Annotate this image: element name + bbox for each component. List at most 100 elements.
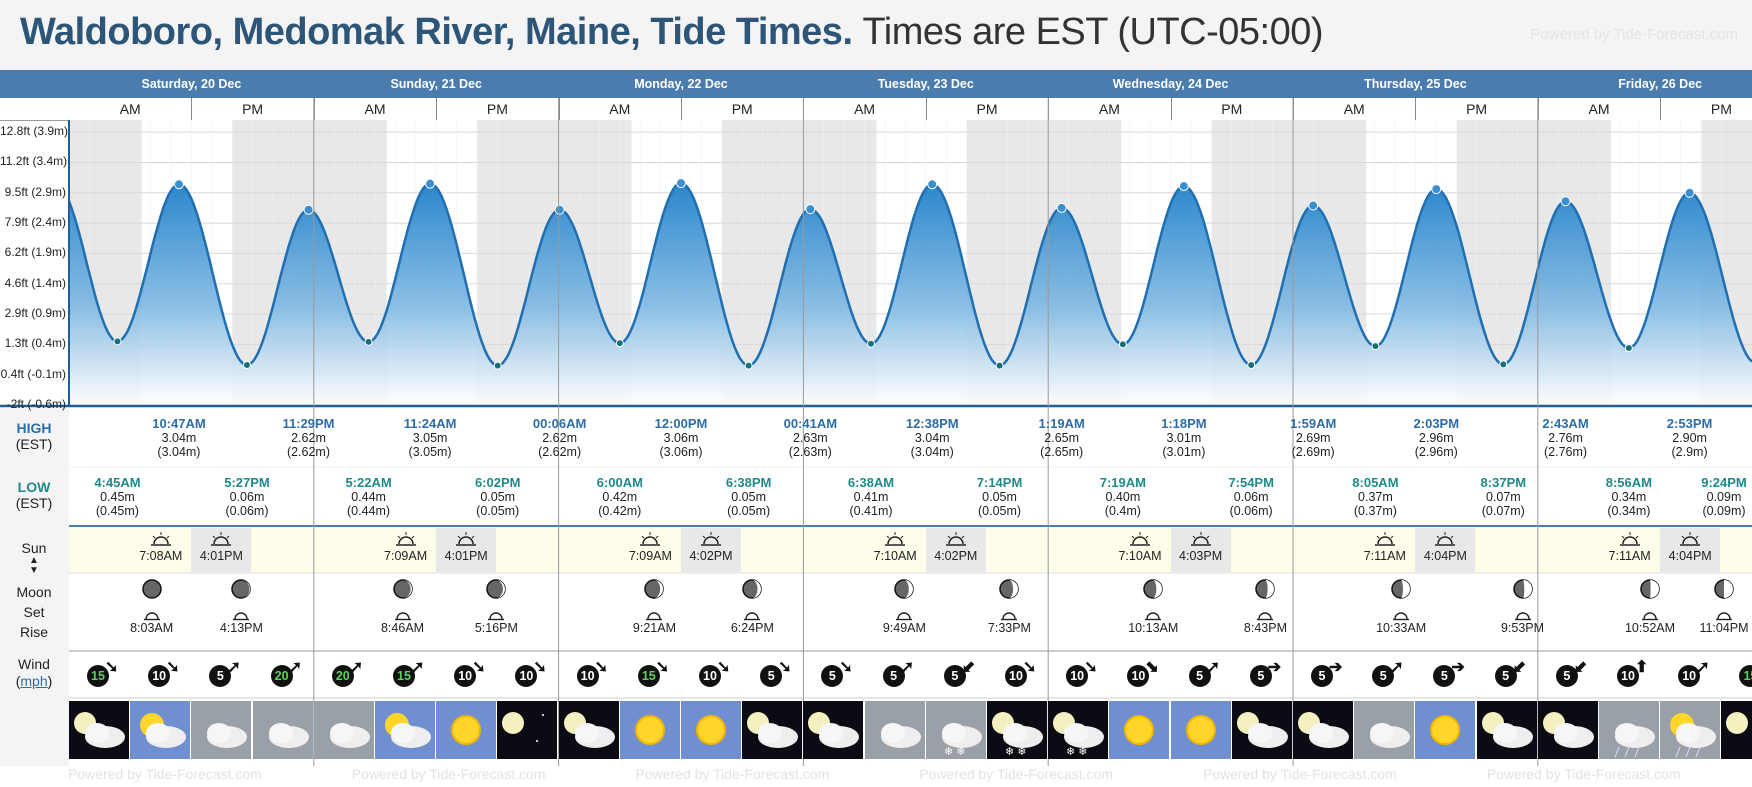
wind-direction-icon: ➔ bbox=[1267, 659, 1282, 676]
tide-height-metric: (3.01m) bbox=[1162, 445, 1206, 459]
tide-time: 2:53PM bbox=[1666, 416, 1713, 431]
sunrise-time: 7:09AM bbox=[384, 549, 428, 563]
wind-unit-link[interactable]: mph bbox=[20, 673, 48, 689]
tide-height: 0.44m bbox=[351, 490, 386, 504]
tide-time: 7:14PM bbox=[976, 475, 1023, 490]
tide-time: 1:19AM bbox=[1038, 416, 1085, 431]
tide-height-metric: (0.05m) bbox=[977, 504, 1022, 518]
day-label: Monday, 22 Dec bbox=[634, 77, 728, 91]
svg-text:❄ ❄: ❄ ❄ bbox=[1066, 746, 1088, 758]
tide-time: 1:59AM bbox=[1290, 416, 1337, 431]
low-row-label: LOW (EST) bbox=[0, 479, 68, 511]
weather-glyph bbox=[619, 701, 680, 759]
moon-phase-icon bbox=[231, 579, 252, 599]
high-tide-point bbox=[425, 178, 436, 189]
tide-time: 4:45AM bbox=[94, 475, 141, 490]
moon-event-cell: 9:49AM bbox=[870, 578, 938, 635]
wind-direction-icon: ➘ bbox=[717, 659, 731, 676]
sunset-time: 4:03PM bbox=[1179, 549, 1223, 563]
sunny-icon bbox=[681, 701, 741, 759]
wind-speed: 5 bbox=[1311, 665, 1333, 687]
wind-speed: 15 bbox=[1739, 665, 1752, 687]
tide-height-metric: (3.04m) bbox=[157, 445, 201, 459]
wind-direction-icon: ➘ bbox=[594, 659, 608, 676]
tide-height: 3.01m bbox=[1166, 431, 1202, 445]
tide-height-metric: (0.42m) bbox=[598, 504, 642, 518]
sunset-time: 4:04PM bbox=[1668, 549, 1712, 563]
sunrise-icon bbox=[1130, 532, 1150, 546]
noon-divider bbox=[191, 98, 193, 120]
clear-night-icon bbox=[497, 701, 558, 759]
tide-height-metric: (2.69m) bbox=[1291, 445, 1335, 459]
low-tide-point bbox=[1371, 342, 1380, 351]
wind-cell: 10 ➘ bbox=[436, 655, 496, 695]
noon-divider bbox=[1170, 98, 1172, 120]
moon-event-cell: 8:03AM bbox=[118, 578, 186, 635]
weather-glyph bbox=[803, 701, 864, 759]
tide-height-metric: (2.96m) bbox=[1414, 445, 1458, 459]
day-label: Friday, 26 Dec bbox=[1618, 77, 1703, 91]
tide-height-metric: (2.62m) bbox=[538, 445, 582, 459]
powered-by-watermark: Powered by Tide-Forecast.com bbox=[68, 766, 262, 782]
moonrise-icon bbox=[1001, 612, 1018, 621]
tide-height-metric: (0.05m) bbox=[727, 504, 771, 518]
wind-cell: 10 ➘ bbox=[497, 655, 557, 695]
sunrise-icon bbox=[150, 532, 171, 546]
weather-glyph bbox=[252, 701, 313, 759]
tide-height-metric: (0.07m) bbox=[1481, 504, 1525, 518]
pm-label: PM bbox=[242, 101, 264, 117]
powered-by-footer: Powered by Tide-Forecast.com Powered by T… bbox=[68, 766, 1752, 786]
tide-height-metric: (2.63m) bbox=[788, 445, 832, 459]
tide-height: 2.62m bbox=[291, 431, 326, 445]
moon-event-time: 6:24PM bbox=[730, 621, 774, 635]
tide-height-metric: (0.34m) bbox=[1607, 504, 1651, 518]
tide-time: 8:56AM bbox=[1605, 475, 1652, 490]
moon-event-time: 9:53PM bbox=[1500, 621, 1545, 635]
high-tide-point bbox=[173, 179, 184, 190]
wind-cell: 5 ⬋ bbox=[926, 655, 986, 695]
pm-label: PM bbox=[1221, 101, 1243, 117]
moon-event-cell: 11:04PM bbox=[1690, 578, 1752, 635]
tide-height-metric: (2.62m) bbox=[286, 445, 331, 459]
sunrise-time: 7:09AM bbox=[628, 549, 672, 563]
high-tide-entry: 1:18PM 3.01m (3.01m) bbox=[1144, 417, 1224, 460]
wind-direction-icon: ➘ bbox=[105, 659, 119, 676]
wind-speed: 5 bbox=[1372, 665, 1395, 687]
wind-speed: 10 bbox=[454, 665, 477, 687]
weather-glyph bbox=[497, 701, 558, 759]
sunrise-cell: 7:11AM bbox=[1599, 528, 1660, 572]
tide-time: 2:43AM bbox=[1542, 416, 1589, 431]
tide-time: 2:03PM bbox=[1413, 416, 1460, 431]
wind-speed: 5 bbox=[1249, 665, 1272, 687]
tide-height-metric: (0.4m) bbox=[1104, 504, 1141, 518]
moon-event-cell: 10:33AM bbox=[1367, 578, 1435, 635]
wind-direction-icon: ➚ bbox=[1206, 659, 1220, 676]
moon-event-time: 8:46AM bbox=[380, 621, 425, 635]
wind-speed: 15 bbox=[393, 665, 415, 687]
sunrise-icon bbox=[395, 532, 416, 546]
sunset-cell: 4:01PM bbox=[191, 528, 252, 572]
wind-cell: 20 ➚ bbox=[314, 655, 374, 695]
tide-height: 0.05m bbox=[731, 490, 766, 504]
low-tide-entry: 6:02PM 0.05m (0.05m) bbox=[458, 476, 538, 519]
low-tide-point bbox=[867, 339, 876, 348]
high-tide-entry: 12:38PM 3.04m (3.04m) bbox=[892, 417, 972, 460]
svg-text:❄ ❄: ❄ ❄ bbox=[1005, 746, 1027, 758]
moonrise-icon bbox=[1257, 612, 1274, 621]
high-tide-entry: 10:47AM 3.04m (3.04m) bbox=[139, 417, 219, 460]
sunrise-icon bbox=[885, 532, 906, 546]
weather-glyph bbox=[1721, 701, 1752, 759]
wind-cell: 10 ➘ bbox=[130, 655, 190, 695]
high-tide-point bbox=[805, 204, 816, 215]
tide-height: 3.06m bbox=[663, 431, 699, 445]
moonrise-icon bbox=[1514, 612, 1531, 621]
wind-row-label: Wind (mph) bbox=[0, 656, 68, 690]
weather-glyph bbox=[558, 701, 619, 759]
wind-cell: 15➚ bbox=[1721, 655, 1752, 695]
wind-cell: 15 ➘ bbox=[69, 655, 129, 695]
high-tide-entry: 1:19AM 2.65m (2.65m) bbox=[1022, 416, 1102, 460]
sunset-icon bbox=[701, 532, 721, 546]
sunrise-cell: 7:09AM bbox=[375, 528, 436, 572]
tide-height: 2.96m bbox=[1418, 431, 1454, 445]
low-tide-point bbox=[364, 337, 373, 346]
